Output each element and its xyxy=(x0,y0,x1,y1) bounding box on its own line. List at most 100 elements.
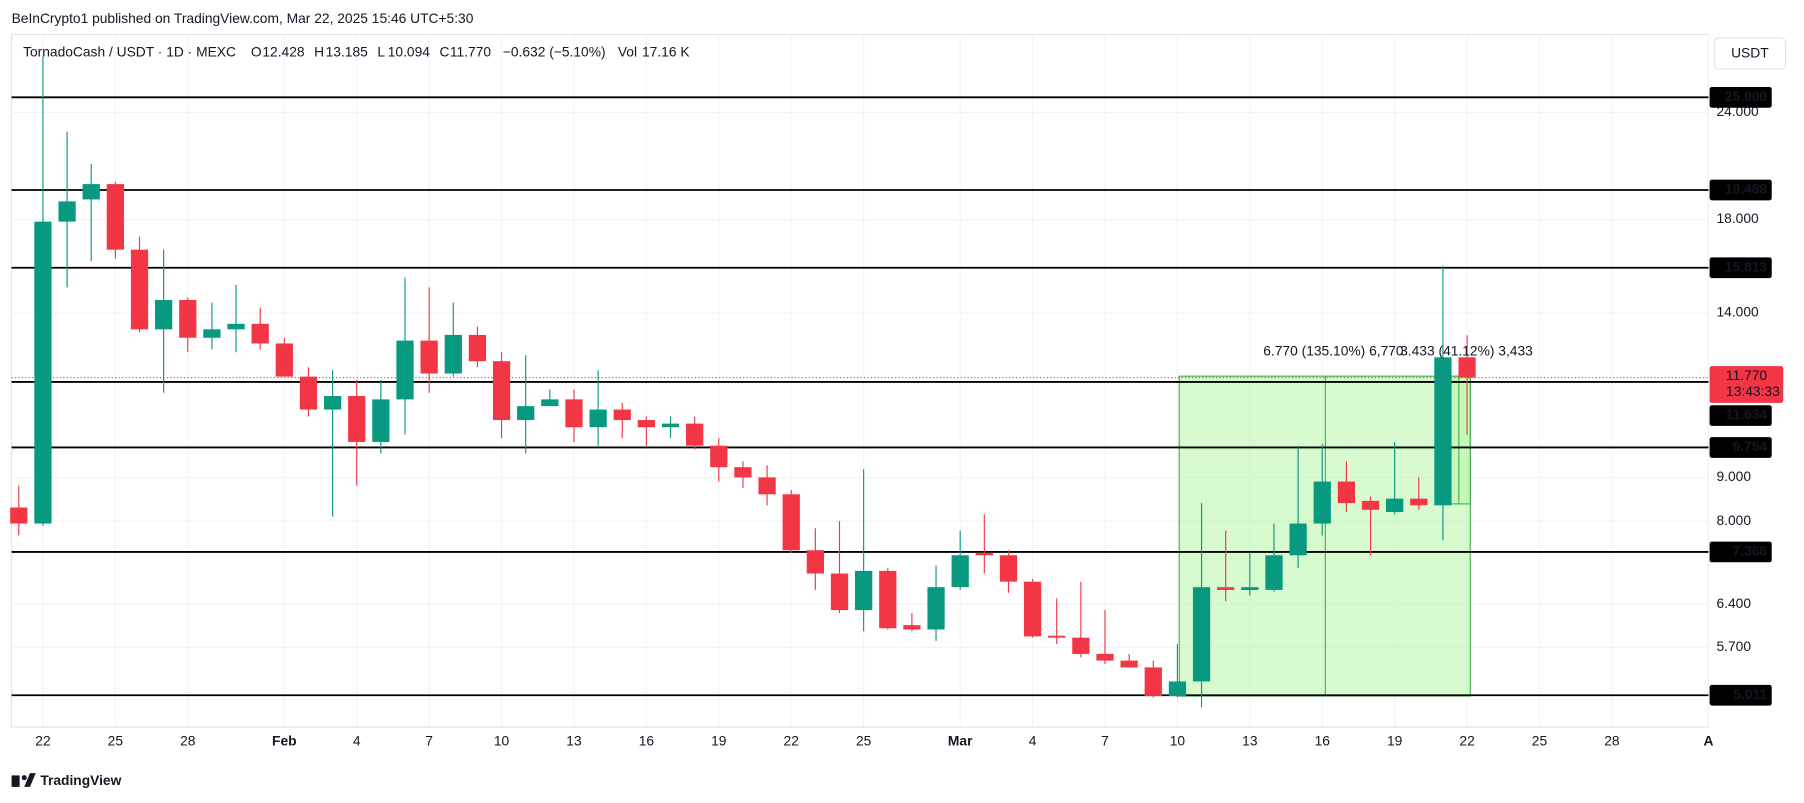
candle-body xyxy=(323,396,342,410)
x-tick-label: 22 xyxy=(784,734,799,749)
candle-body xyxy=(227,323,245,330)
candle-body xyxy=(782,494,800,551)
candles xyxy=(10,56,1476,708)
legend-item: 13.185 xyxy=(326,45,369,60)
legend-item: L xyxy=(377,45,385,60)
x-tick-label: 28 xyxy=(180,734,196,749)
candle-body xyxy=(1410,498,1428,506)
legend-item: O xyxy=(251,45,262,60)
currency-button[interactable] xyxy=(1713,37,1787,70)
candle-body xyxy=(155,299,173,330)
candle-body xyxy=(855,570,873,611)
candle-body xyxy=(830,573,849,611)
x-tick-label: 4 xyxy=(1029,734,1037,749)
candle-body xyxy=(179,299,197,338)
candle-body xyxy=(348,396,366,442)
level-label: 11.634 xyxy=(1726,407,1768,422)
legend-item: C xyxy=(440,45,450,60)
footer-brand: TradingView xyxy=(40,773,121,788)
x-tick-label: 19 xyxy=(1387,734,1403,749)
level-label-box xyxy=(1709,86,1772,108)
measure-label: 3.433 (41.12%) 3,433 xyxy=(1400,344,1533,359)
logo-part xyxy=(24,773,36,787)
candle-body xyxy=(710,445,728,468)
x-tick-label: 10 xyxy=(1170,734,1186,749)
x-tick-label: 19 xyxy=(711,734,727,749)
candle-body xyxy=(420,340,438,374)
legend-item: H xyxy=(314,45,324,60)
candle-body xyxy=(1313,481,1331,524)
candle-body xyxy=(613,409,631,421)
candle-body xyxy=(1265,555,1283,590)
level-label-box xyxy=(1709,257,1772,279)
legend-item: 12.428 xyxy=(262,45,305,60)
candle-body xyxy=(975,552,993,556)
x-tick-label: 25 xyxy=(1532,734,1548,749)
candle-body xyxy=(1434,357,1452,506)
footer-logo xyxy=(11,773,36,787)
level-label-box xyxy=(1709,179,1772,201)
legend-item: 17.16 K xyxy=(642,45,690,60)
x-tick-label: 4 xyxy=(353,734,361,749)
x-tick-label: 25 xyxy=(856,734,872,749)
legend-item: −0.632 (−5.10%) xyxy=(503,45,606,60)
candle-body xyxy=(372,399,390,442)
candle-body xyxy=(1048,635,1066,638)
candle-body xyxy=(541,399,559,407)
x-tick-label: 16 xyxy=(639,734,655,749)
candle-body xyxy=(251,323,269,344)
published-note: BeInCrypto1 published on TradingView.com… xyxy=(12,11,474,26)
candle-body xyxy=(1120,660,1138,668)
candle-body xyxy=(589,409,607,428)
candle-body xyxy=(1192,587,1211,682)
y-tick-label: 5.700 xyxy=(1717,639,1752,654)
level-label-box xyxy=(1709,684,1772,706)
x-tick-label: A xyxy=(1703,734,1713,749)
candle-body xyxy=(10,507,28,524)
x-tick-label: 7 xyxy=(425,734,433,749)
x-tick-label: 13 xyxy=(566,734,582,749)
x-tick-label: 22 xyxy=(1459,734,1474,749)
candle-body xyxy=(82,184,100,200)
candle-body xyxy=(1217,587,1235,590)
candle-body xyxy=(1072,637,1090,654)
axis: 24.000 18.000 14.000 9.000 8.000 6.400 5.700 22… xyxy=(35,86,1784,749)
y-tick-label: 14.000 xyxy=(1717,305,1760,320)
y-tick-label: 6.400 xyxy=(1717,596,1752,611)
candle-body xyxy=(565,399,583,428)
candle-body xyxy=(999,555,1018,582)
price-label-box xyxy=(1709,366,1784,403)
candle-body xyxy=(686,423,704,446)
currency-button-label[interactable]: USDT xyxy=(1731,46,1769,61)
candle-body xyxy=(492,361,511,421)
x-tick-label: 28 xyxy=(1604,734,1620,749)
candle-body xyxy=(1458,357,1476,378)
symbol: TornadoCash / USDT · 1D · MEXC xyxy=(23,45,236,60)
candle-body xyxy=(468,334,487,362)
candle-body xyxy=(661,423,680,428)
candle-body xyxy=(203,329,221,338)
level-label: 5.011 xyxy=(1733,687,1767,702)
level-label: 25.000 xyxy=(1725,89,1768,104)
candle-body xyxy=(130,249,149,330)
candle-body xyxy=(275,343,293,377)
level-label-box xyxy=(1709,541,1772,563)
measure-label: 6.770 (135.10%) 6,770 xyxy=(1263,344,1404,359)
level-label: 15.813 xyxy=(1725,259,1768,274)
x-tick-label: 13 xyxy=(1242,734,1258,749)
candle-body xyxy=(758,477,776,495)
x-tick-label: 25 xyxy=(108,734,124,749)
candle-body xyxy=(806,550,824,574)
x-tick-label: 22 xyxy=(35,734,50,749)
y-tick-label: 24.000 xyxy=(1717,104,1760,119)
candle-body xyxy=(1168,681,1187,697)
y-tick-label: 9.000 xyxy=(1717,469,1752,484)
legend-item: 11.770 xyxy=(450,45,492,60)
candle-body xyxy=(1023,581,1042,637)
ohlc-legend: O 12.428 H 13.185 L 10.094 C 11.770 −0.632 (−5.1… xyxy=(251,45,691,60)
candle-body xyxy=(106,184,124,250)
candle-body xyxy=(396,340,414,400)
candle-body xyxy=(444,334,462,374)
